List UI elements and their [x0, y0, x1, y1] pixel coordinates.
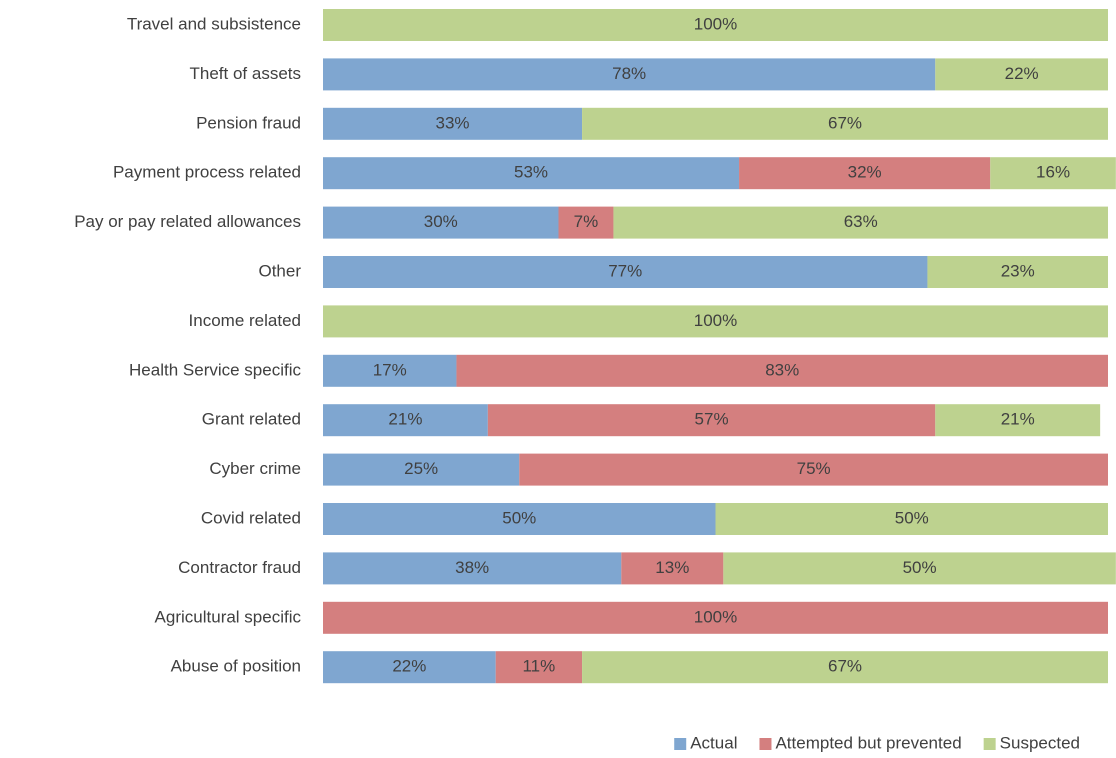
y-tick-label: Other	[258, 261, 301, 280]
data-label: 30%	[424, 212, 458, 231]
bar-segment	[927, 256, 1108, 288]
bar-segment	[935, 58, 1108, 91]
data-label: 67%	[828, 113, 862, 132]
bar-segment	[715, 503, 1108, 535]
bar-segment	[323, 206, 559, 239]
data-label: 17%	[373, 360, 407, 379]
data-label: 23%	[1001, 261, 1035, 280]
data-label: 22%	[392, 657, 426, 676]
bar-segment	[990, 157, 1116, 190]
bar-segment	[323, 305, 1108, 338]
legend-label: Attempted but prevented	[775, 733, 961, 752]
data-label: 50%	[903, 558, 937, 577]
bar-segment	[323, 107, 583, 140]
bar-segment	[323, 404, 488, 437]
y-tick-label: Pension fraud	[196, 113, 301, 132]
data-label: 53%	[514, 163, 548, 182]
bar-segment	[613, 206, 1108, 239]
data-label: 16%	[1036, 163, 1070, 182]
y-tick-label: Grant related	[202, 410, 301, 429]
data-label: 100%	[694, 607, 737, 626]
legend-swatch	[759, 738, 772, 750]
bar-segment	[323, 453, 520, 486]
bar-segment	[323, 552, 622, 585]
y-tick-label: Income related	[189, 311, 301, 330]
bar-segment	[558, 206, 614, 239]
data-label: 21%	[388, 410, 422, 429]
data-label: 32%	[848, 163, 882, 182]
data-label: 67%	[828, 657, 862, 676]
data-label: 25%	[404, 459, 438, 478]
data-label: 100%	[694, 14, 737, 33]
data-label: 13%	[655, 558, 689, 577]
bar-segment	[723, 552, 1116, 585]
data-label: 100%	[694, 311, 737, 330]
y-tick-label: Contractor fraud	[178, 558, 301, 577]
data-label: 11%	[522, 657, 555, 676]
y-tick-label: Health Service specific	[129, 360, 301, 379]
bar-segment	[621, 552, 724, 585]
legend-label: Suspected	[1000, 733, 1080, 752]
bar-segment	[487, 404, 936, 437]
y-tick-label: Covid related	[201, 508, 301, 527]
bar-segment	[323, 9, 1108, 41]
y-tick-label: Payment process related	[113, 163, 301, 182]
bar-segment	[582, 651, 1108, 684]
legend-label: Actual	[690, 733, 737, 752]
data-label: 75%	[797, 459, 831, 478]
bar-segment	[739, 157, 991, 190]
data-label: 78%	[612, 64, 646, 83]
data-label: 7%	[574, 212, 599, 231]
bar-segment	[323, 256, 928, 288]
data-label: 21%	[1001, 410, 1035, 429]
bar-segment	[519, 453, 1108, 486]
y-tick-label: Abuse of position	[171, 657, 301, 676]
bar-segment	[935, 404, 1101, 437]
bar-segment	[323, 58, 936, 91]
bar-segment	[582, 107, 1108, 140]
data-label: 57%	[695, 410, 729, 429]
bar-segment	[323, 601, 1108, 634]
data-label: 77%	[608, 261, 642, 280]
y-tick-label: Cyber crime	[209, 459, 301, 478]
y-tick-label: Pay or pay related allowances	[74, 212, 301, 231]
bar-segment	[456, 354, 1108, 387]
bar-segment	[323, 503, 716, 535]
bar-segment	[323, 354, 457, 387]
legend-swatch	[674, 738, 687, 750]
data-label: 50%	[502, 508, 536, 527]
y-tick-label: Theft of assets	[190, 64, 302, 83]
y-tick-label: Agricultural specific	[155, 607, 302, 626]
data-label: 38%	[455, 558, 489, 577]
data-label: 50%	[895, 508, 929, 527]
bar-segment	[323, 157, 740, 190]
bar-segment	[323, 651, 496, 684]
legend-swatch	[983, 738, 996, 750]
data-label: 33%	[436, 113, 470, 132]
data-label: 22%	[1005, 64, 1039, 83]
data-label: 63%	[844, 212, 878, 231]
bar-segment	[495, 651, 583, 684]
y-tick-label: Travel and subsistence	[127, 14, 301, 33]
data-label: 83%	[765, 360, 799, 379]
